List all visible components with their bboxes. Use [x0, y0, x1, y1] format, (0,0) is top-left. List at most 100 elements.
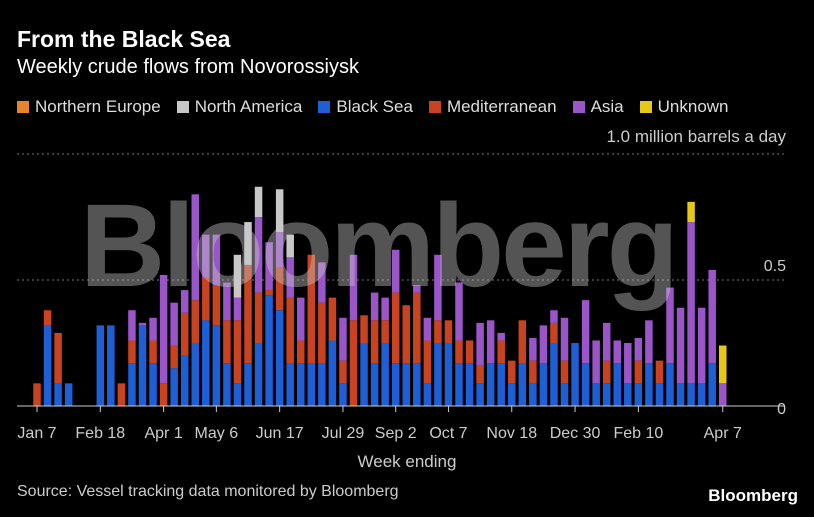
- bar-segment: [602, 360, 611, 384]
- bar-segment: [233, 254, 242, 298]
- x-tick-label: Dec 30: [550, 425, 601, 442]
- bar-segment: [645, 363, 653, 406]
- bar-segment: [349, 320, 358, 406]
- bar-segment: [318, 363, 326, 406]
- bar-segment: [518, 320, 527, 364]
- bar-segment: [486, 320, 495, 364]
- bar-segment: [402, 305, 410, 364]
- bar-segment: [43, 325, 52, 406]
- bar-segment: [634, 383, 643, 406]
- bar-segment: [191, 343, 199, 406]
- bar-segment: [486, 363, 495, 406]
- x-tick-label: Nov 18: [486, 425, 537, 442]
- bar-segment: [402, 363, 410, 406]
- bar-segment: [529, 337, 537, 361]
- bar-segment: [223, 282, 231, 321]
- x-tick-label: Jun 17: [256, 425, 304, 442]
- bar-segment: [180, 312, 189, 356]
- bar-segment: [592, 383, 600, 406]
- bar-segment: [708, 269, 716, 364]
- brand-logo: Bloomberg: [708, 486, 798, 505]
- bar-segment: [307, 254, 316, 364]
- bar-segment: [328, 297, 337, 341]
- bar-segment: [560, 383, 569, 406]
- bar-segment: [550, 343, 558, 406]
- bar-segment: [602, 322, 611, 361]
- bar-segment: [318, 302, 326, 364]
- bar-segment: [244, 222, 252, 265]
- bar-segment: [444, 343, 453, 406]
- bar-segment: [423, 383, 432, 406]
- bar-segment: [339, 383, 347, 406]
- bar-segment: [275, 310, 284, 406]
- legend-label: Northern Europe: [35, 97, 161, 116]
- bar-segment: [360, 315, 368, 343]
- bar-segment: [138, 325, 147, 406]
- bar-segment: [497, 332, 505, 341]
- x-tick-label: May 6: [195, 425, 239, 442]
- chart-subtitle: Weekly crude flows from Novorossiysk: [17, 56, 359, 78]
- bar-segment: [117, 383, 126, 406]
- legend-swatch: [428, 101, 441, 113]
- bar-segment: [529, 383, 537, 406]
- bar-segment: [391, 249, 400, 293]
- bar-segment: [434, 320, 442, 343]
- bar-segment: [96, 325, 105, 406]
- bar-segment: [455, 340, 463, 364]
- bar-segment: [455, 363, 463, 406]
- bar-segment: [539, 325, 548, 364]
- legend-item-northern-europe: Northern Europe: [17, 97, 161, 117]
- bar-segment: [307, 363, 316, 406]
- bar-segment: [370, 292, 379, 321]
- bar-segment: [254, 292, 263, 343]
- bar-segment: [149, 317, 157, 341]
- bar-segment: [202, 234, 210, 278]
- bar-segment: [434, 343, 442, 406]
- bar-segment: [613, 363, 621, 406]
- bar-segment: [170, 302, 178, 346]
- x-tick-label: Sep 2: [375, 425, 417, 442]
- bar-segment: [687, 383, 695, 406]
- legend-label: Asia: [590, 97, 624, 116]
- bar-segment: [666, 363, 674, 406]
- bar-segment: [339, 360, 347, 384]
- bar-segment: [423, 340, 432, 384]
- bar-segment: [180, 355, 189, 406]
- bar-segment: [159, 274, 168, 384]
- bar-segment: [529, 360, 537, 384]
- x-tick-label: Feb 10: [613, 425, 663, 442]
- bar-segment: [33, 383, 41, 406]
- bar-segment: [244, 363, 252, 406]
- bar-segment: [254, 186, 263, 217]
- bar-segment: [212, 285, 221, 326]
- legend-swatch: [572, 101, 585, 113]
- bar-segment: [212, 325, 221, 406]
- bar-segment: [476, 383, 484, 406]
- bar-segment: [275, 267, 284, 311]
- bar-segment: [508, 360, 516, 384]
- legend-label: North America: [194, 97, 303, 116]
- bar-segment: [697, 383, 706, 406]
- legend: Northern Europe North America Black Sea …: [17, 97, 729, 117]
- bar-segment: [497, 340, 505, 364]
- bar-segment: [128, 363, 136, 406]
- bar-segment: [634, 360, 643, 384]
- bar-segment: [687, 222, 695, 384]
- bar-segment: [508, 383, 516, 406]
- bar-segment: [328, 340, 337, 406]
- bar-segment: [138, 322, 147, 326]
- bar-segment: [170, 368, 178, 406]
- bar-segment: [708, 363, 716, 406]
- bar-segment: [265, 295, 273, 406]
- bar-segment: [254, 343, 263, 406]
- bar-segment: [518, 363, 527, 406]
- x-axis-title: Week ending: [357, 452, 457, 471]
- bar-segment: [170, 345, 178, 369]
- bar-segment: [202, 277, 210, 321]
- bar-segment: [613, 340, 621, 364]
- bar-segment: [624, 343, 632, 384]
- legend-item-black-sea: Black Sea: [318, 97, 413, 117]
- bar-segment: [339, 317, 347, 361]
- bar-segment: [391, 292, 400, 364]
